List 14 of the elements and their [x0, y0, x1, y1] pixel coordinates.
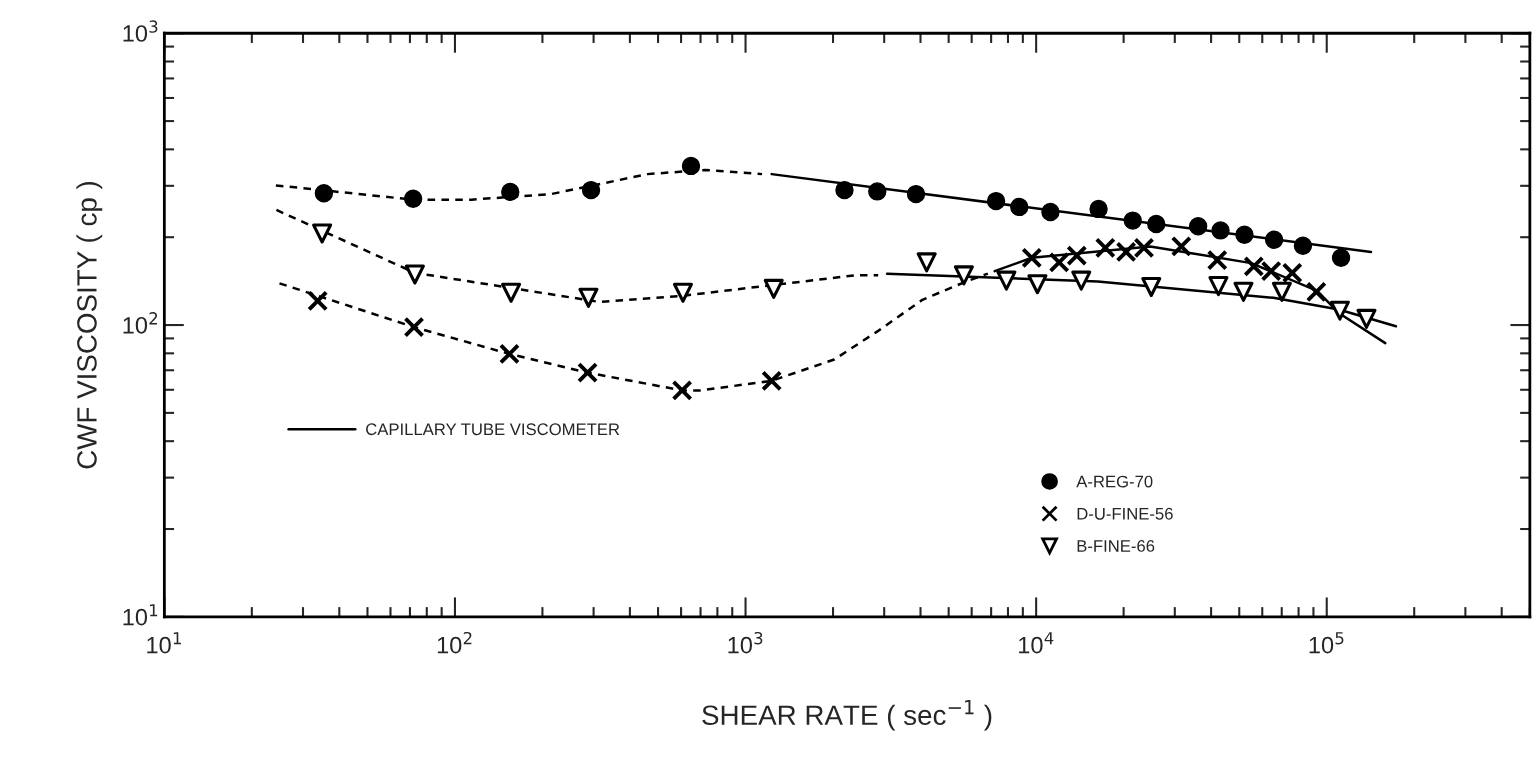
- x-tick-label: 10$^{5}$: [1309, 632, 1344, 654]
- legend-label: A-REG-70: [1076, 475, 1153, 488]
- x-tick-label: 10$^{2}$: [437, 631, 472, 654]
- x-tick-label: 10$^{1}$: [147, 632, 181, 654]
- y-tick-label: 10$^{2}$: [123, 312, 158, 334]
- x-tick-label: 10$^{4}$: [1019, 632, 1054, 654]
- x-tick-label: 10$^{3}$: [728, 631, 763, 654]
- x-axis-title: SHEAR RATE ( sec$^{−1}$ ): [702, 699, 992, 731]
- y-tick-label: 10$^{3}$: [123, 20, 158, 42]
- legend-label: D-U-FINE-56: [1077, 507, 1173, 520]
- legend-label: CAPILLARY TUBE VISCOMETER: [366, 423, 620, 436]
- legend-label: B-FINE-66: [1077, 540, 1155, 552]
- y-axis-title: CWF VISCOSITY ( cp ): [76, 181, 103, 469]
- y-tick-label: 10$^{1}$: [123, 604, 158, 626]
